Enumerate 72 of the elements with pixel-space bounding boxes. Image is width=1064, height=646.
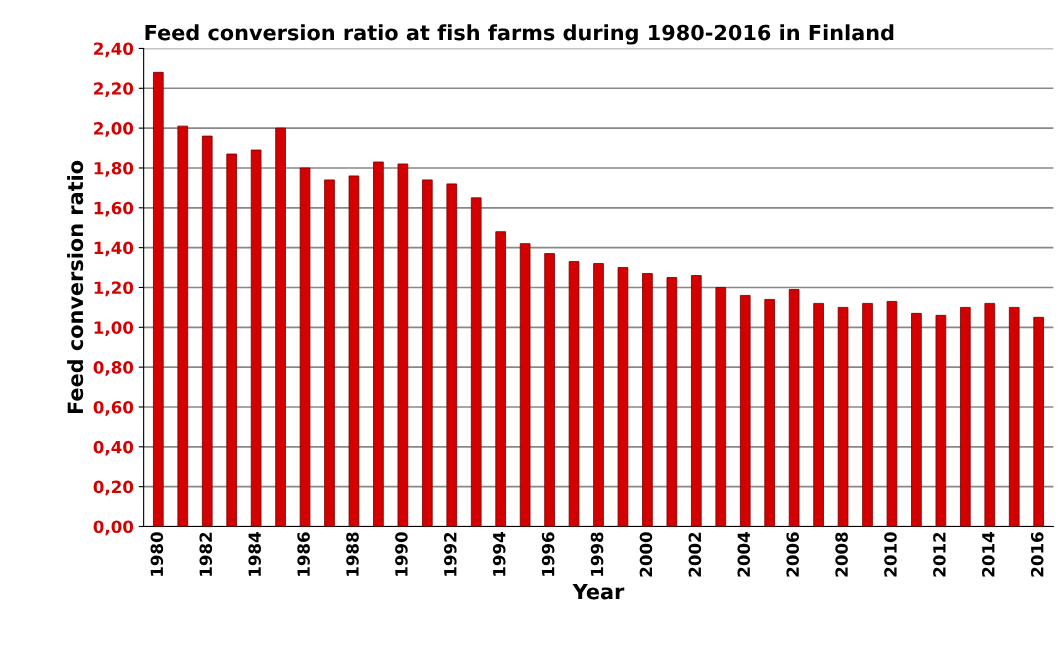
x-tick-label: 2016 [1030,532,1044,577]
x-tick-label: 2002 [688,532,702,577]
bar [862,302,873,527]
x-tick-label: 1998 [590,532,604,576]
bar [495,231,506,527]
bar [960,306,971,527]
bar [348,175,360,527]
bar [299,167,311,527]
bar [837,306,849,527]
bar [519,243,531,527]
bar [226,153,237,527]
y-tick-label: 1,80 [94,161,134,177]
bar [250,149,262,527]
y-tick-label: 0,60 [93,400,134,416]
bar [984,302,996,527]
y-tick-label: 2,00 [94,122,134,137]
bar [715,287,727,527]
bar [153,71,164,527]
y-tick-label: 1,00 [94,321,134,337]
bar [568,261,580,527]
x-tick-label: 1994 [492,532,506,576]
x-tick-label: 2008 [835,532,848,577]
bar [422,179,433,527]
y-tick-label: 1,60 [94,201,134,217]
x-tick-label: 2000 [639,532,653,577]
x-tick-label: 1990 [395,532,408,576]
x-tick-label: 2012 [933,532,946,577]
x-tick-label: 2010 [884,532,897,577]
y-tick-label: 1,20 [94,281,134,297]
bar [470,197,482,527]
x-tick-label: 1982 [199,532,213,576]
bar [764,299,775,527]
x-tick-label: 2004 [737,532,751,577]
bar [593,263,604,527]
y-tick-label: 1,40 [94,241,134,257]
y-axis-title: Feed conversion ratio [67,160,84,414]
bar [177,125,189,527]
y-tick-label: 0,40 [93,440,134,456]
y-tick-label: 2,40 [94,42,134,58]
x-tick-label: 2006 [786,532,799,577]
bar [935,314,947,527]
bar [666,277,678,527]
bar [324,179,335,527]
x-tick-label: 1984 [248,532,261,576]
bar [739,295,751,527]
x-tick-label: 1996 [541,532,555,576]
bar [911,312,922,527]
bar [642,273,653,527]
bar [275,127,286,527]
x-tick-label: 1980 [150,532,164,576]
x-tick-label: 1986 [297,532,310,576]
bar [446,183,458,527]
bar [886,300,898,527]
bar [1033,316,1044,527]
y-tick-label: 0,20 [93,480,134,496]
bar [397,163,409,527]
y-tick-label: 0,00 [93,520,134,536]
y-tick-label: 0,80 [93,361,134,376]
bar [1008,306,1020,527]
chart-title: Feed conversion ratio at fish farms during 1980-2016 in Finland [145,24,894,45]
x-tick-label: 1992 [444,532,457,576]
x-tick-label: 1988 [346,532,359,576]
x-tick-label: 2014 [982,532,995,577]
bar [617,267,629,527]
bar [544,253,555,527]
bar [373,161,384,527]
y-tick-label: 2,20 [94,82,134,97]
x-axis-title: Year [572,583,625,600]
bar [813,302,824,527]
bar [201,135,213,527]
bar [691,275,702,527]
bar [788,289,800,527]
